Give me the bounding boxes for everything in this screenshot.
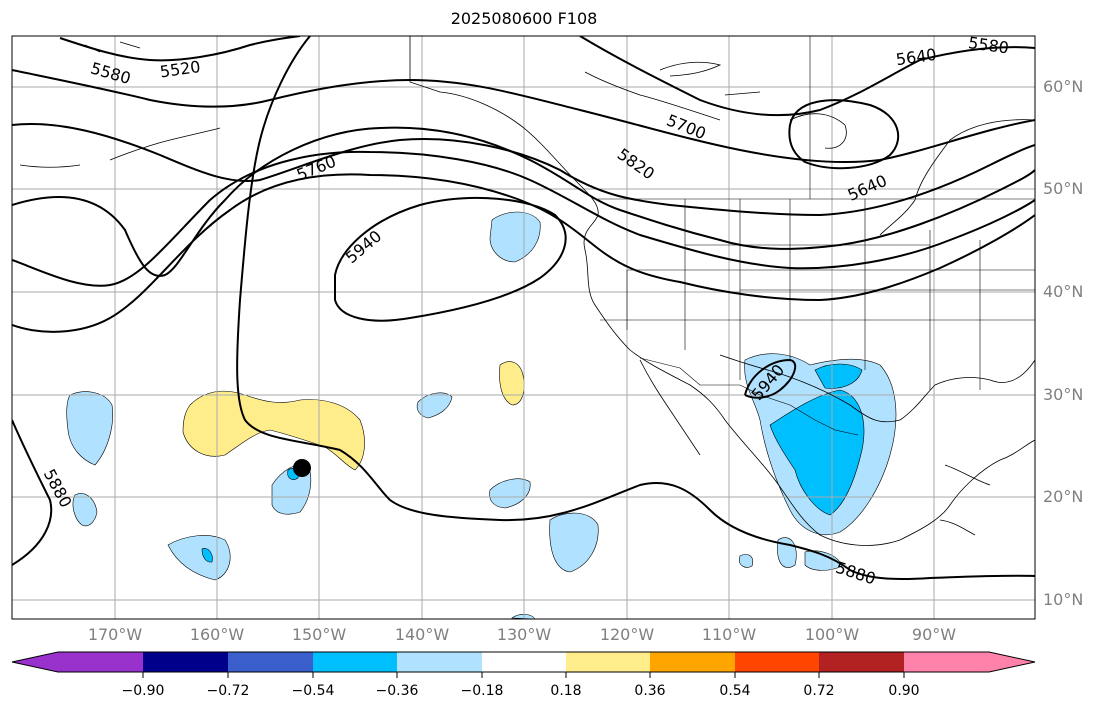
colorbar-tick-label: −0.72 bbox=[206, 683, 250, 699]
colorbar-tick-label: −0.36 bbox=[375, 683, 419, 699]
lon-label: 110°W bbox=[701, 625, 757, 644]
map-title: 2025080600 F108 bbox=[450, 9, 598, 28]
colorbar-tick-label: 0.90 bbox=[888, 683, 920, 699]
lon-label: 140°W bbox=[394, 625, 450, 644]
contour-label: 5580 bbox=[967, 33, 1010, 57]
lat-label: 10°N bbox=[1043, 590, 1084, 609]
lon-label: 90°W bbox=[911, 625, 957, 644]
lat-label: 30°N bbox=[1043, 385, 1084, 404]
colorbar-extend-right bbox=[989, 652, 1035, 672]
colorbar-segment bbox=[397, 652, 482, 672]
lat-label: 40°N bbox=[1043, 282, 1084, 301]
lat-label: 20°N bbox=[1043, 487, 1084, 506]
colorbar-segment bbox=[650, 652, 735, 672]
colorbar-tick-label: −0.90 bbox=[121, 683, 165, 699]
lon-label: 170°W bbox=[87, 625, 143, 644]
colorbar-segment bbox=[143, 652, 228, 672]
lat-label: 50°N bbox=[1043, 179, 1084, 198]
political-borders bbox=[598, 36, 1035, 436]
colorbar-tick-label: 0.54 bbox=[719, 683, 751, 699]
colorbar-segment bbox=[313, 652, 397, 672]
colorbar-segment bbox=[819, 652, 904, 672]
lon-label: 150°W bbox=[291, 625, 347, 644]
coastlines bbox=[19, 36, 1035, 546]
colorbar-segment bbox=[482, 652, 566, 672]
colorbar-segment bbox=[228, 652, 313, 672]
lon-label: 130°W bbox=[496, 625, 552, 644]
lon-label: 100°W bbox=[804, 625, 860, 644]
colorbar-tick-label: 0.36 bbox=[634, 683, 666, 699]
colorbar-segment bbox=[566, 652, 650, 672]
lon-label: 160°W bbox=[189, 625, 245, 644]
location-marker bbox=[293, 459, 311, 477]
map-gridlines bbox=[12, 36, 1035, 619]
colorbar-tick-label: 0.72 bbox=[803, 683, 835, 699]
colorbar-outline bbox=[11, 651, 1036, 673]
colorbar-tick-label: 0.18 bbox=[550, 683, 582, 699]
height-contours bbox=[12, 36, 1035, 581]
map-frame bbox=[11, 35, 1036, 620]
lon-label: 120°W bbox=[599, 625, 655, 644]
colorbar-segment bbox=[735, 652, 819, 672]
colorbar-segment bbox=[904, 652, 989, 672]
colorbar-tick-label: −0.18 bbox=[460, 683, 504, 699]
colorbar bbox=[11, 651, 1036, 678]
lat-label: 60°N bbox=[1043, 77, 1084, 96]
colorbar-tick-label: −0.54 bbox=[291, 683, 335, 699]
colorbar-extend-left bbox=[12, 652, 58, 672]
colorbar-segment bbox=[58, 652, 143, 672]
